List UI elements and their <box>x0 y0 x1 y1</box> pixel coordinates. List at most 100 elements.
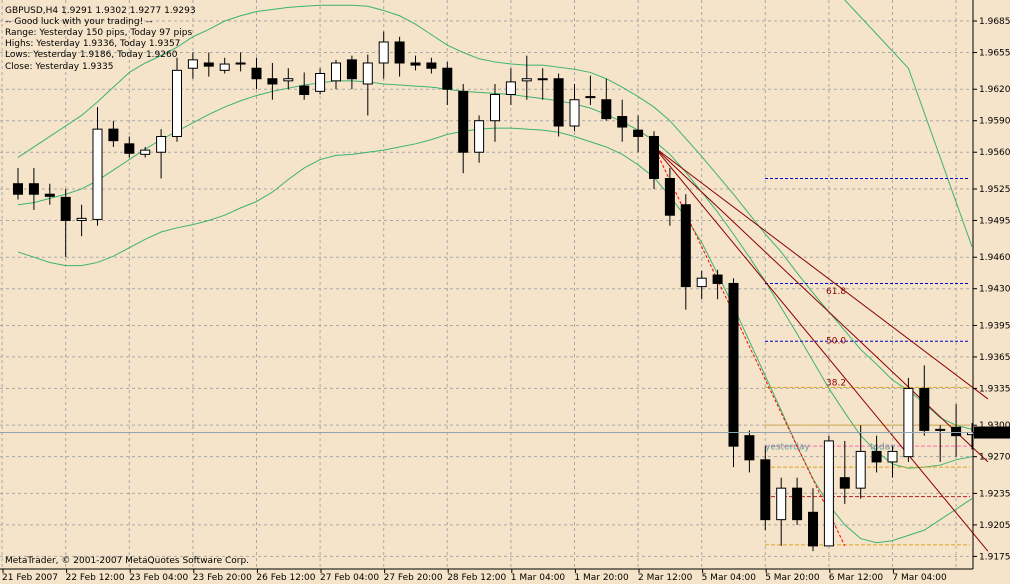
candle-body-bear <box>808 511 818 547</box>
candle <box>156 129 167 179</box>
price-tick-label: 1.9560 <box>979 148 1010 158</box>
candle-body-bull <box>776 487 787 521</box>
candle <box>728 278 739 468</box>
fib-level-label: 50.0 <box>826 336 846 346</box>
candle-body-bull <box>140 149 151 155</box>
candle <box>362 54 373 116</box>
price-tick-label: 1.9300 <box>979 421 1010 431</box>
candle-body-bull <box>362 62 373 85</box>
price-tick-label: 1.9235 <box>979 489 1010 499</box>
time-tick-label: 23 Feb 04:00 <box>129 573 188 583</box>
candle-body-bear <box>839 477 850 489</box>
time-tick-label: 2 Mar 12:00 <box>638 573 693 583</box>
price-tick-label: 1.9270 <box>979 453 1010 463</box>
candle-body-bear <box>585 96 596 99</box>
candle-body-bear <box>680 204 691 288</box>
candle-body-bear <box>203 62 214 67</box>
candle-body-bear <box>28 183 39 195</box>
candle-body-bear <box>235 62 246 65</box>
time-tick-label: 5 Mar 04:00 <box>702 573 757 583</box>
time-tick-label: 6 Mar 12:00 <box>829 573 884 583</box>
copyright: MetaTrader, © 2001-2007 MetaQuotes Softw… <box>5 556 249 566</box>
candle <box>505 68 516 105</box>
fan-line-dashed <box>653 146 846 547</box>
candle-body-bull <box>521 78 532 82</box>
candle-body-bull <box>887 450 898 463</box>
candle-body-bull <box>283 78 294 82</box>
candle <box>13 167 23 200</box>
candle <box>521 55 532 100</box>
info-line-1: -- Good luck with your trading! -- <box>5 17 153 27</box>
candle-body-bull <box>378 41 389 64</box>
candle <box>696 270 707 300</box>
candle <box>808 488 818 552</box>
candle-body-bull <box>331 62 341 82</box>
candle-body-bear <box>601 99 612 120</box>
candle-body-bull <box>490 93 500 122</box>
candle-body-bear <box>13 183 23 195</box>
time-tick-label: 23 Feb 20:00 <box>193 573 252 583</box>
candle <box>410 55 421 71</box>
price-tick-label: 1.9365 <box>979 353 1010 363</box>
candle <box>315 68 326 95</box>
candle-body-bear <box>124 143 135 154</box>
candle-body-bear <box>410 62 421 66</box>
candle <box>633 115 644 153</box>
candle-body-bull <box>156 135 167 153</box>
candle-body-bull <box>696 277 707 288</box>
time-tick-label: 5 Mar 20:00 <box>765 573 820 583</box>
candle-body-bear <box>617 116 628 128</box>
fan-line-0 <box>653 146 989 400</box>
time-tick-label: 1 Mar 20:00 <box>574 573 629 583</box>
price-tick-label: 1.9655 <box>979 48 1010 58</box>
time-tick-label: 27 Feb 04:00 <box>320 573 379 583</box>
candle <box>426 57 437 74</box>
candle <box>537 68 548 100</box>
candle <box>744 430 755 473</box>
fan-line-2 <box>653 146 989 552</box>
candle <box>839 440 850 504</box>
info-line-2: Range: Yesterday 150 pips, Today 97 pips <box>5 28 192 38</box>
time-tick-label: 27 Feb 20:00 <box>384 573 443 583</box>
candle-body-bear <box>664 177 675 216</box>
candle <box>378 31 389 79</box>
candle <box>871 435 882 473</box>
candle-body-bear <box>649 135 659 179</box>
candle <box>394 36 405 77</box>
candle <box>108 120 119 147</box>
candle-body-bear <box>871 450 882 463</box>
candle <box>664 167 675 226</box>
candle <box>60 188 71 258</box>
current-price-label: 1.9293 <box>977 429 1009 439</box>
price-tick-label: 1.9395 <box>979 321 1010 331</box>
candle-body-bull <box>505 81 516 95</box>
candle <box>760 446 771 531</box>
candle-body-bear <box>728 282 739 447</box>
candle-body-bear <box>60 196 71 221</box>
candle <box>187 52 198 79</box>
candle <box>474 115 485 163</box>
candle-body-bull <box>76 217 87 221</box>
candle-body-bull <box>855 450 866 489</box>
candle-body-bull <box>823 440 834 547</box>
candle-body-bull <box>537 78 548 81</box>
fib-level-label: 61.8 <box>826 287 846 297</box>
fibonacci-fan: 61.8 50.0 38.2 <box>653 146 989 552</box>
info-line-4: Lows: Yesterday 1.9186, Today 1.9260 <box>5 50 178 60</box>
candle-body-bear <box>442 67 453 90</box>
candle-body-bear <box>394 41 405 64</box>
info-line-3: Highs: Yesterday 1.9336, Today 1.9357 <box>5 39 180 49</box>
time-tick-label: 1 Mar 04:00 <box>511 573 566 583</box>
candle-body-bear <box>633 129 644 137</box>
candle <box>124 136 135 158</box>
candle <box>299 72 310 100</box>
candle <box>172 57 182 142</box>
candle-body-bull <box>172 69 182 137</box>
candle-body-bull <box>92 128 103 220</box>
candle-body-bear <box>760 459 771 521</box>
price-tick-label: 1.9590 <box>979 117 1010 127</box>
candle-body-bear <box>712 274 723 284</box>
